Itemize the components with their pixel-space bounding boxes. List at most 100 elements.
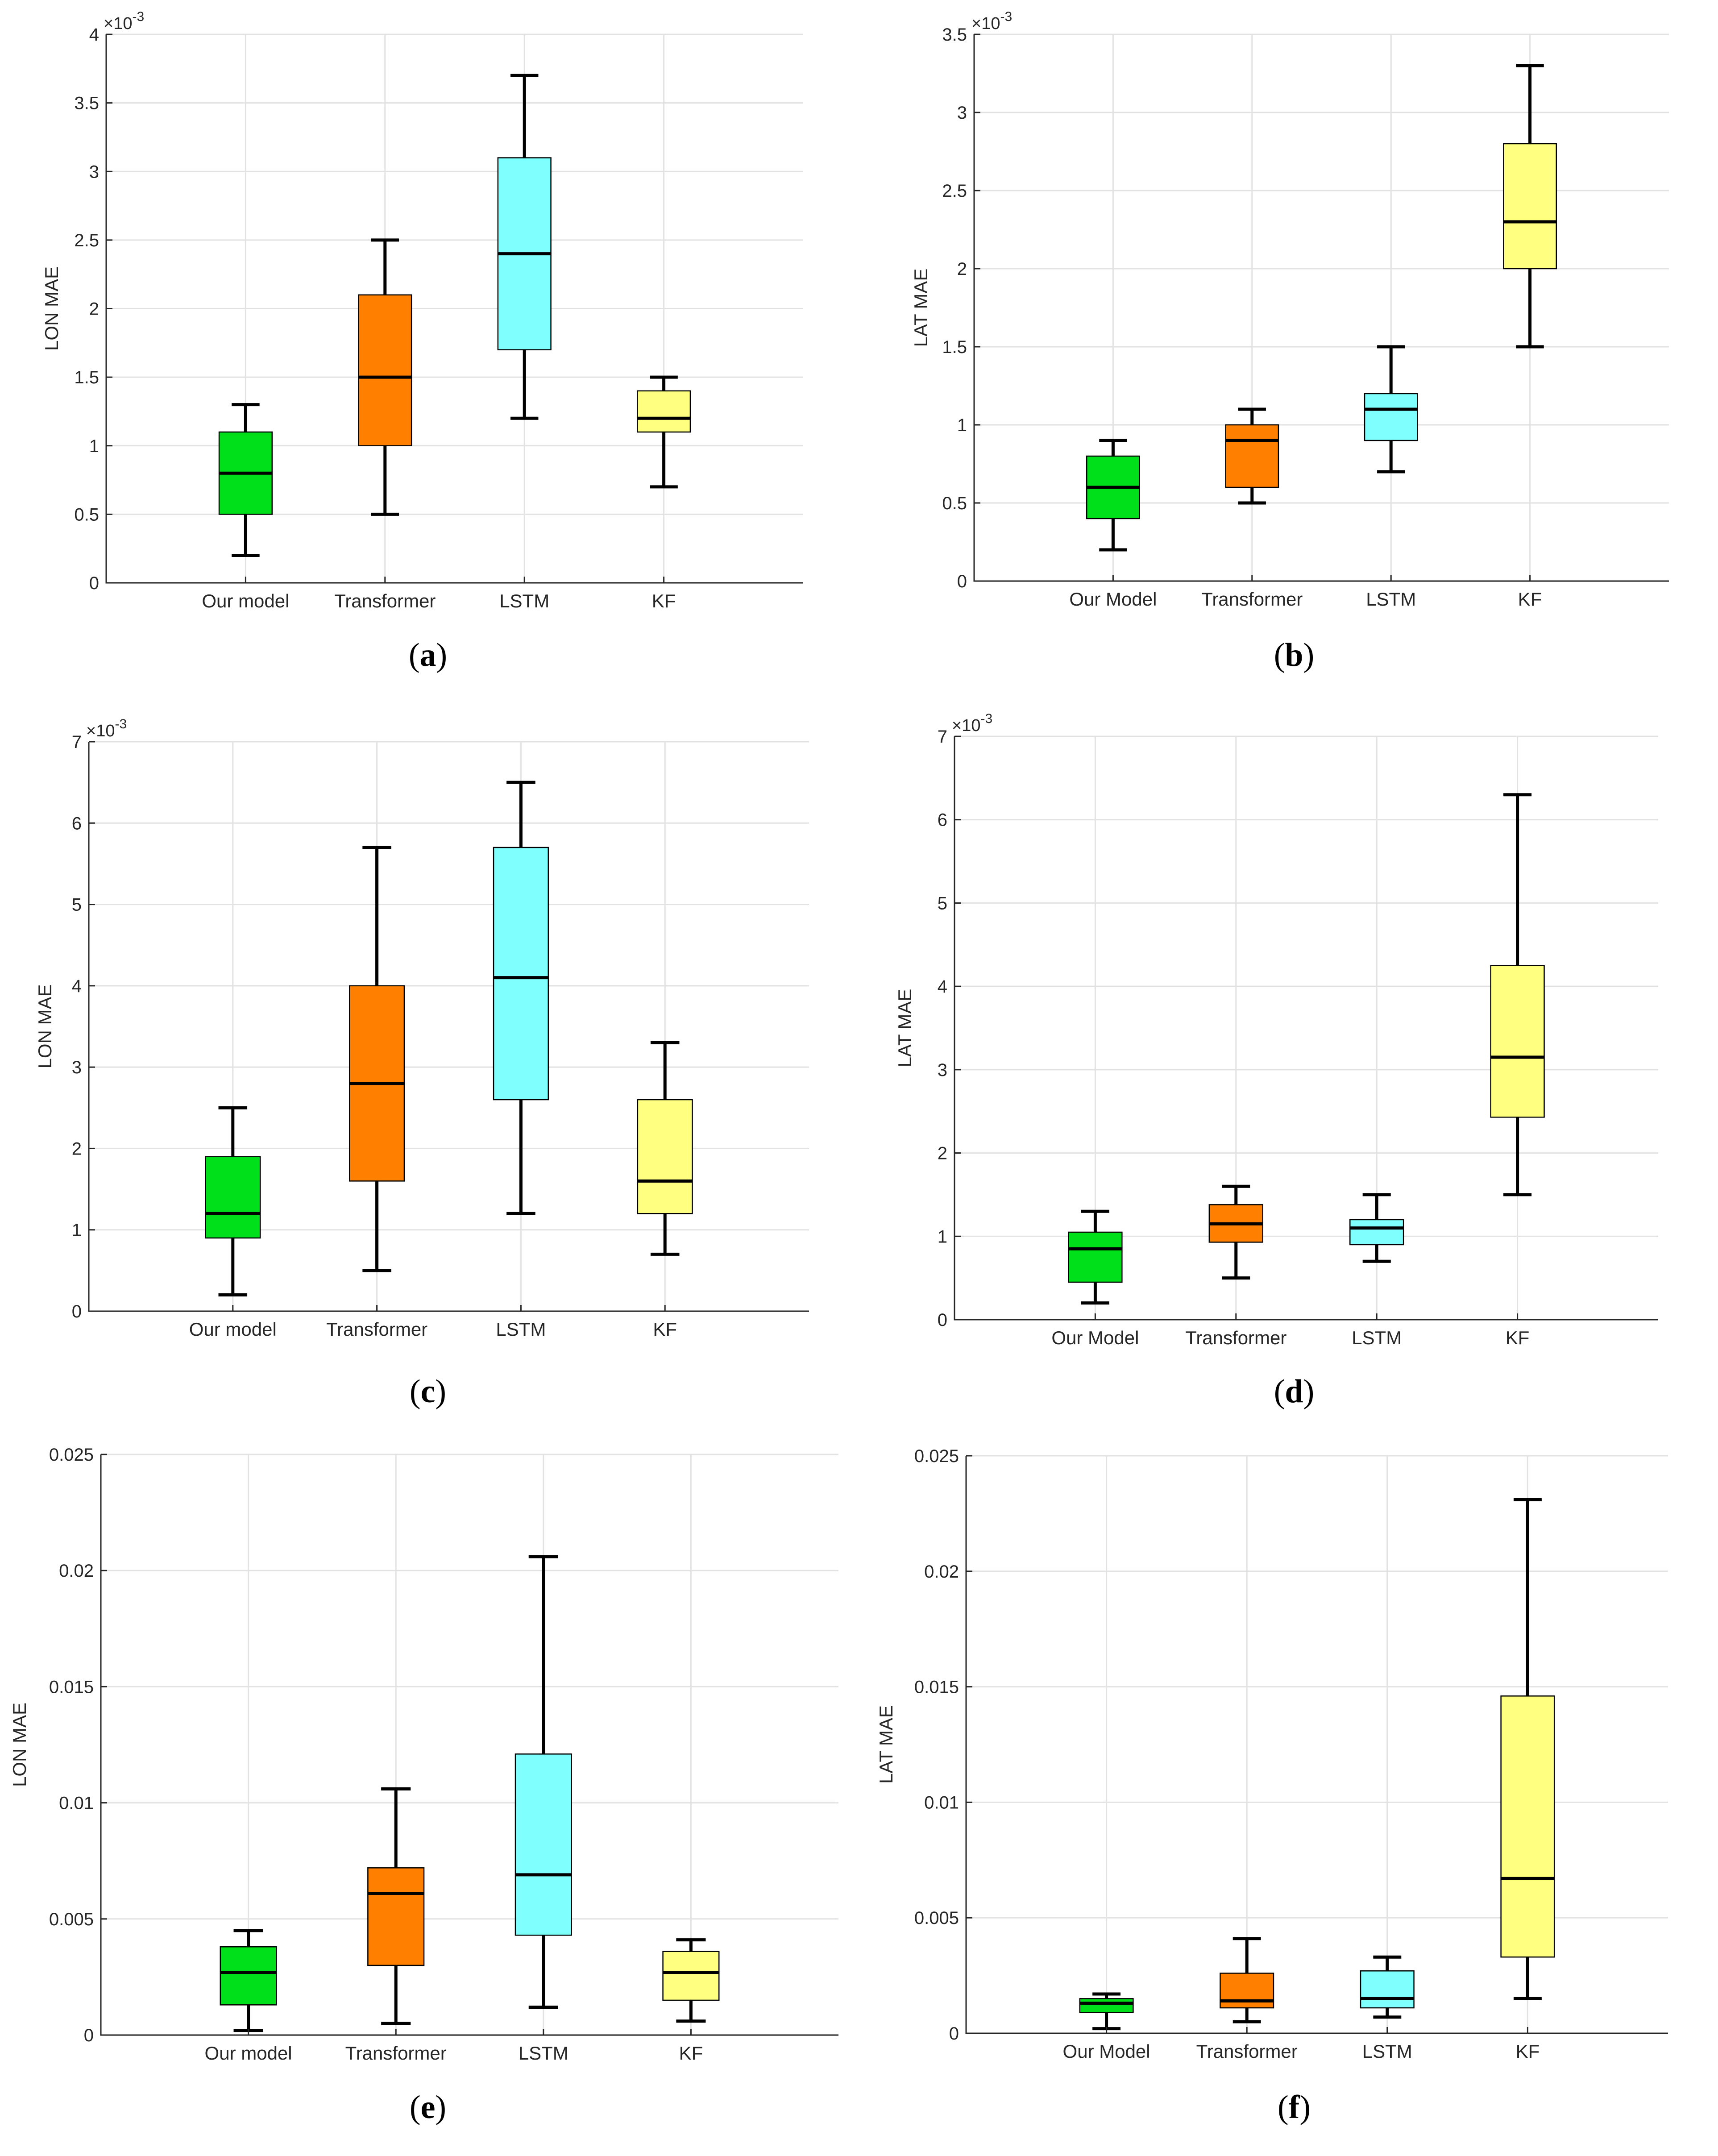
x-category-label: LSTM (1352, 1327, 1402, 1348)
y-axis-label: LON MAE (9, 1703, 30, 1787)
x-category-label: Our model (189, 1319, 277, 1340)
y-tick-label: 7 (72, 732, 82, 752)
y-tick-label: 0 (72, 1302, 82, 1321)
y-tick-label: 1 (89, 436, 99, 456)
box-kf (662, 1938, 720, 2023)
y-tick-label: 0 (957, 572, 967, 591)
axis-exponent-label: ×10-3 (86, 717, 127, 740)
chart-panel-d: 0 1 2 3 4 5 6 7 Our Model Transformer LSTM KF ×10-3 L… (894, 711, 1658, 1410)
y-tick-label: 2 (957, 259, 967, 279)
iqr-box (1079, 1998, 1134, 2013)
y-tick-label: 0.5 (942, 494, 967, 513)
iqr-box (358, 294, 412, 447)
y-tick-label: 0.01 (59, 1794, 94, 1813)
iqr-box (1068, 1231, 1123, 1283)
x-category-label: Transformer (345, 2043, 447, 2064)
iqr-box (662, 1951, 720, 2001)
y-tick-label: 2 (938, 1144, 947, 1163)
x-category-label: Our model (202, 590, 289, 611)
box-lstm (1364, 345, 1418, 474)
y-tick-label: 2.5 (942, 181, 967, 201)
x-category-label: Our Model (1051, 1327, 1139, 1348)
iqr-box (205, 1156, 261, 1239)
chart-panel-b: 0 0.5 1 1.5 2 2.5 3 3.5 Our Model Transformer LSTM… (910, 9, 1669, 673)
box-our-model (218, 403, 273, 557)
chart-panel-e: 0 0.005 0.01 0.015 0.02 0.025 Our model Transfo… (9, 1445, 838, 2126)
y-tick-label: 0.5 (74, 505, 99, 524)
iqr-box (493, 847, 549, 1101)
y-tick-label: 5 (938, 893, 947, 913)
box-our-model (1086, 439, 1140, 552)
axes (88, 742, 809, 1312)
x-category-label: Our Model (1063, 2041, 1150, 2062)
y-tick-label: 3 (89, 162, 99, 182)
axis-exponent-label: ×10-3 (952, 711, 992, 735)
box-our-model (1079, 1992, 1134, 2031)
x-category-label: Transformer (1201, 589, 1303, 610)
y-tick-label: 0.025 (914, 1446, 959, 1466)
box-transformer (1220, 1937, 1274, 2023)
box-lstm (493, 781, 549, 1215)
x-category-label: Our model (205, 2043, 292, 2064)
y-axis-label: LAT MAE (876, 1705, 896, 1784)
panel-caption: (f) (1278, 2089, 1311, 2126)
y-tick-label: 2 (89, 299, 99, 319)
panel-caption: (c) (410, 1373, 446, 1410)
box-lstm (515, 1555, 572, 2009)
y-tick-label: 0 (938, 1310, 947, 1330)
box-transformer (1225, 407, 1279, 505)
y-tick-label: 0 (84, 2026, 94, 2045)
box-kf (637, 1041, 693, 1256)
iqr-box (515, 1753, 572, 1936)
x-category-label: KF (1506, 1327, 1530, 1348)
axis-exponent-label: ×10-3 (104, 9, 144, 33)
y-tick-label: 4 (89, 25, 99, 45)
y-tick-label: 2 (72, 1139, 82, 1159)
y-tick-label: 3 (938, 1060, 947, 1080)
box-kf (1500, 1498, 1555, 2000)
y-tick-label: 4 (938, 977, 947, 997)
y-tick-label: 0 (89, 573, 99, 593)
y-tick-label: 6 (938, 810, 947, 830)
panel-caption: (b) (1274, 637, 1314, 673)
y-tick-label: 7 (938, 727, 947, 747)
y-tick-label: 0.02 (924, 1562, 959, 1582)
y-axis-label: LON MAE (41, 266, 62, 351)
iqr-box (1503, 143, 1557, 270)
y-tick-label: 0.015 (914, 1678, 959, 1697)
iqr-box (1349, 1219, 1404, 1246)
x-category-label: KF (1518, 589, 1542, 610)
axes (100, 1454, 838, 2036)
y-axis-label: LAT MAE (910, 269, 931, 347)
x-category-label: KF (679, 2043, 703, 2064)
x-category-label: Transformer (326, 1319, 427, 1340)
x-category-label: KF (653, 1319, 677, 1340)
iqr-box (1500, 1695, 1555, 1958)
x-category-label: LSTM (1366, 589, 1416, 610)
y-tick-label: 5 (72, 895, 82, 915)
iqr-box (220, 1946, 277, 2006)
panel-caption: (a) (409, 637, 447, 673)
box-transformer (349, 846, 405, 1272)
x-category-label: KF (1516, 2041, 1540, 2062)
y-tick-label: 0.02 (59, 1561, 94, 1581)
x-category-label: Transformer (1185, 1327, 1286, 1348)
box-transformer (358, 238, 412, 516)
box-our-model (205, 1106, 261, 1297)
box-lstm (497, 74, 552, 420)
y-tick-label: 1 (957, 415, 967, 435)
chart-panel-f: 0 0.005 0.01 0.015 0.02 0.025 Our Model Transfo… (876, 1446, 1668, 2126)
y-tick-label: 2.5 (74, 231, 99, 250)
iqr-box (636, 390, 691, 433)
box-transformer (1208, 1184, 1263, 1280)
x-category-label: LSTM (1362, 2041, 1412, 2062)
x-category-label: LSTM (499, 590, 549, 611)
box-kf (1503, 64, 1557, 349)
x-category-label: LSTM (519, 2043, 569, 2064)
box-our-model (220, 1929, 277, 2032)
box-lstm (1349, 1193, 1404, 1263)
y-axis-label: LAT MAE (894, 989, 915, 1068)
y-tick-label: 1.5 (74, 368, 99, 387)
y-tick-label: 0.005 (49, 1910, 94, 1929)
